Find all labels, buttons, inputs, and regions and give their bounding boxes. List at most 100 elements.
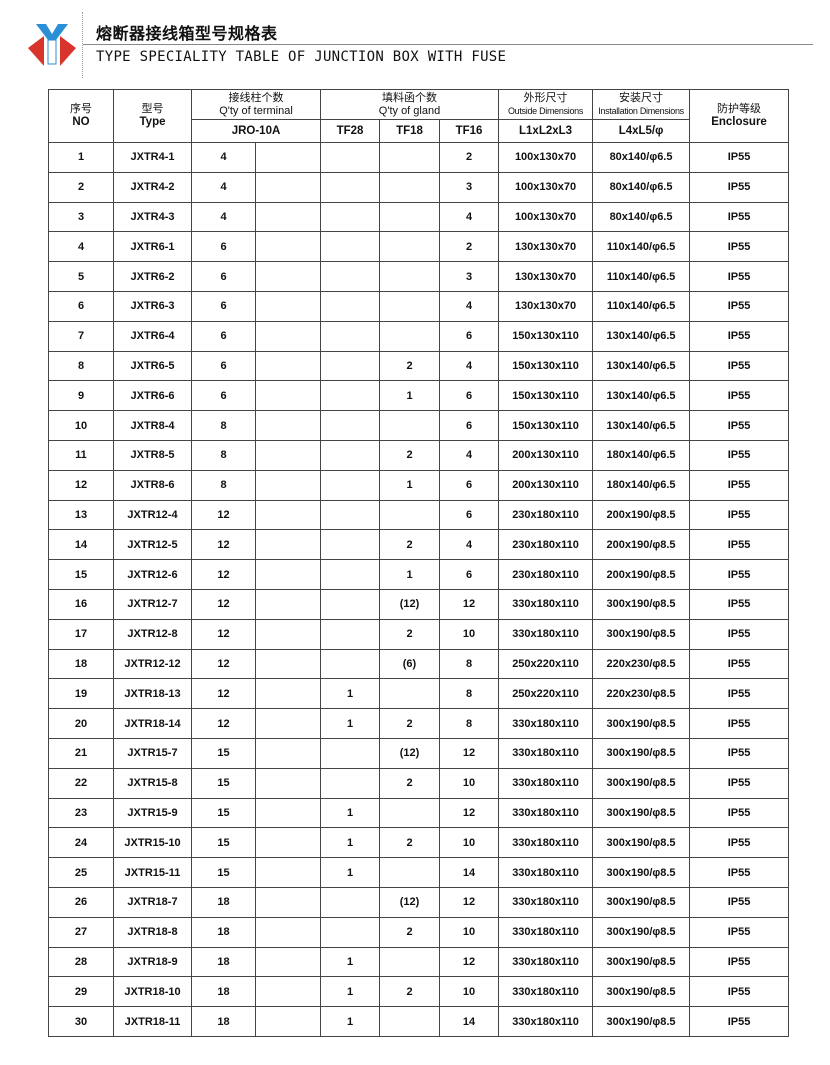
cell-no: 24 (48, 827, 114, 859)
header-enclosure: 防护等级 Enclosure (689, 89, 790, 143)
cell-enclosure: IP55 (689, 767, 790, 799)
cell-tf28 (320, 171, 380, 203)
cell-outside-dimensions: 130x130x70 (498, 290, 594, 322)
header-tf18: TF18 (379, 119, 440, 143)
table-row: 29 JXTR18-10 18 1 2 10 330x180x110 300x190/φ8.5… (48, 976, 790, 1008)
cell-outside-dimensions: 100x130x70 (498, 201, 594, 233)
cell-installation-dimensions: 300x190/φ8.5 (592, 737, 691, 769)
cell-type: JXTR18-7 (113, 886, 192, 918)
header-type: 型号 Type (113, 89, 192, 143)
cell-tf18: 2 (379, 916, 440, 948)
cell-tf18: 2 (379, 529, 440, 561)
cell-tf18: 1 (379, 469, 440, 501)
cell-terminal-jro10a: 18 (191, 916, 256, 948)
cell-installation-dimensions: 300x190/φ8.5 (592, 1006, 691, 1037)
cell-installation-dimensions: 300x190/φ8.5 (592, 588, 691, 620)
cell-no: 25 (48, 857, 114, 888)
cell-installation-dimensions: 110x140/φ6.5 (592, 231, 691, 263)
cell-no: 10 (48, 410, 114, 441)
cell-terminal-extra (255, 261, 321, 292)
cell-terminal-extra (255, 171, 321, 203)
cell-terminal-jro10a: 18 (191, 976, 256, 1008)
table-row: 4 JXTR6-1 6 2 130x130x70 110x140/φ6.5 IP55 (48, 231, 790, 263)
cell-terminal-jro10a: 12 (191, 529, 256, 561)
table-row: 5 JXTR6-2 6 3 130x130x70 110x140/φ6.5 IP55 (48, 261, 790, 292)
cell-type: JXTR15-8 (113, 767, 192, 799)
cell-enclosure: IP55 (689, 708, 790, 739)
cell-terminal-jro10a: 6 (191, 380, 256, 412)
cell-tf18: 2 (379, 708, 440, 739)
cell-no: 5 (48, 261, 114, 292)
cell-terminal-jro10a: 18 (191, 886, 256, 918)
cell-enclosure: IP55 (689, 439, 790, 471)
cell-no: 7 (48, 320, 114, 352)
cell-terminal-extra (255, 737, 321, 769)
cell-tf16: 4 (438, 290, 500, 322)
cell-type: JXTR12-4 (113, 499, 192, 531)
cell-terminal-jro10a: 15 (191, 737, 256, 769)
cell-terminal-extra (255, 648, 321, 680)
cell-outside-dimensions: 230x180x110 (498, 559, 594, 590)
cell-outside-dimensions: 330x180x110 (498, 588, 594, 620)
cell-terminal-extra (255, 1006, 321, 1037)
cell-no: 6 (48, 290, 114, 322)
cell-type: JXTR4-1 (113, 142, 192, 173)
cell-outside-dimensions: 150x130x110 (498, 320, 594, 352)
cell-no: 29 (48, 976, 114, 1008)
cell-tf28 (320, 261, 380, 292)
cell-outside-dimensions: 330x180x110 (498, 618, 594, 650)
table-row: 20 JXTR18-14 12 1 2 8 330x180x110 300x190/φ8.5 I… (48, 708, 790, 739)
cell-terminal-extra (255, 320, 321, 352)
cell-terminal-extra (255, 588, 321, 620)
cell-tf18: 1 (379, 380, 440, 412)
cell-outside-dimensions: 330x180x110 (498, 886, 594, 918)
cell-tf28: 1 (320, 827, 380, 859)
table-row: 14 JXTR12-5 12 2 4 230x180x110 200x190/φ8.5 IP5… (48, 529, 790, 561)
cell-type: JXTR8-4 (113, 410, 192, 441)
cell-terminal-jro10a: 12 (191, 708, 256, 739)
cell-terminal-jro10a: 12 (191, 648, 256, 680)
cell-tf16: 4 (438, 350, 500, 382)
cell-installation-dimensions: 300x190/φ8.5 (592, 827, 691, 859)
cell-outside-dimensions: 330x180x110 (498, 1006, 594, 1037)
cell-outside-dimensions: 100x130x70 (498, 142, 594, 173)
cell-terminal-extra (255, 916, 321, 948)
cell-no: 30 (48, 1006, 114, 1037)
cell-enclosure: IP55 (689, 946, 790, 978)
cell-tf18 (379, 201, 440, 233)
cell-terminal-jro10a: 6 (191, 320, 256, 352)
table-row: 12 JXTR8-6 8 1 6 200x130x110 180x140/φ6.5 IP55 (48, 469, 790, 501)
cell-terminal-extra (255, 529, 321, 561)
header-l1l2l3: L1xL2xL3 (498, 119, 594, 143)
cell-tf16: 12 (438, 737, 500, 769)
cell-terminal-jro10a: 12 (191, 618, 256, 650)
cell-terminal-jro10a: 4 (191, 142, 256, 173)
cell-outside-dimensions: 150x130x110 (498, 380, 594, 412)
cell-no: 23 (48, 797, 114, 829)
cell-terminal-extra (255, 857, 321, 888)
cell-installation-dimensions: 200x190/φ8.5 (592, 529, 691, 561)
cell-tf18 (379, 1006, 440, 1037)
cell-tf18 (379, 171, 440, 203)
cell-type: JXTR12-7 (113, 588, 192, 620)
cell-no: 1 (48, 142, 114, 173)
cell-tf28: 1 (320, 1006, 380, 1037)
cell-terminal-extra (255, 827, 321, 859)
cell-tf18 (379, 946, 440, 978)
cell-type: JXTR18-11 (113, 1006, 192, 1037)
cell-terminal-jro10a: 18 (191, 946, 256, 978)
cell-outside-dimensions: 330x180x110 (498, 708, 594, 739)
cell-outside-dimensions: 330x180x110 (498, 857, 594, 888)
cell-tf16: 10 (438, 767, 500, 799)
cell-tf16: 14 (438, 857, 500, 888)
cell-terminal-jro10a: 8 (191, 439, 256, 471)
cell-tf28: 1 (320, 678, 380, 710)
cell-tf28 (320, 350, 380, 382)
cell-type: JXTR4-2 (113, 171, 192, 203)
cell-terminal-jro10a: 8 (191, 469, 256, 501)
cell-tf28: 1 (320, 976, 380, 1008)
table-row: 6 JXTR6-3 6 4 130x130x70 110x140/φ6.5 IP55 (48, 290, 790, 322)
cell-installation-dimensions: 130x140/φ6.5 (592, 380, 691, 412)
cell-terminal-extra (255, 380, 321, 412)
cell-tf18 (379, 410, 440, 441)
